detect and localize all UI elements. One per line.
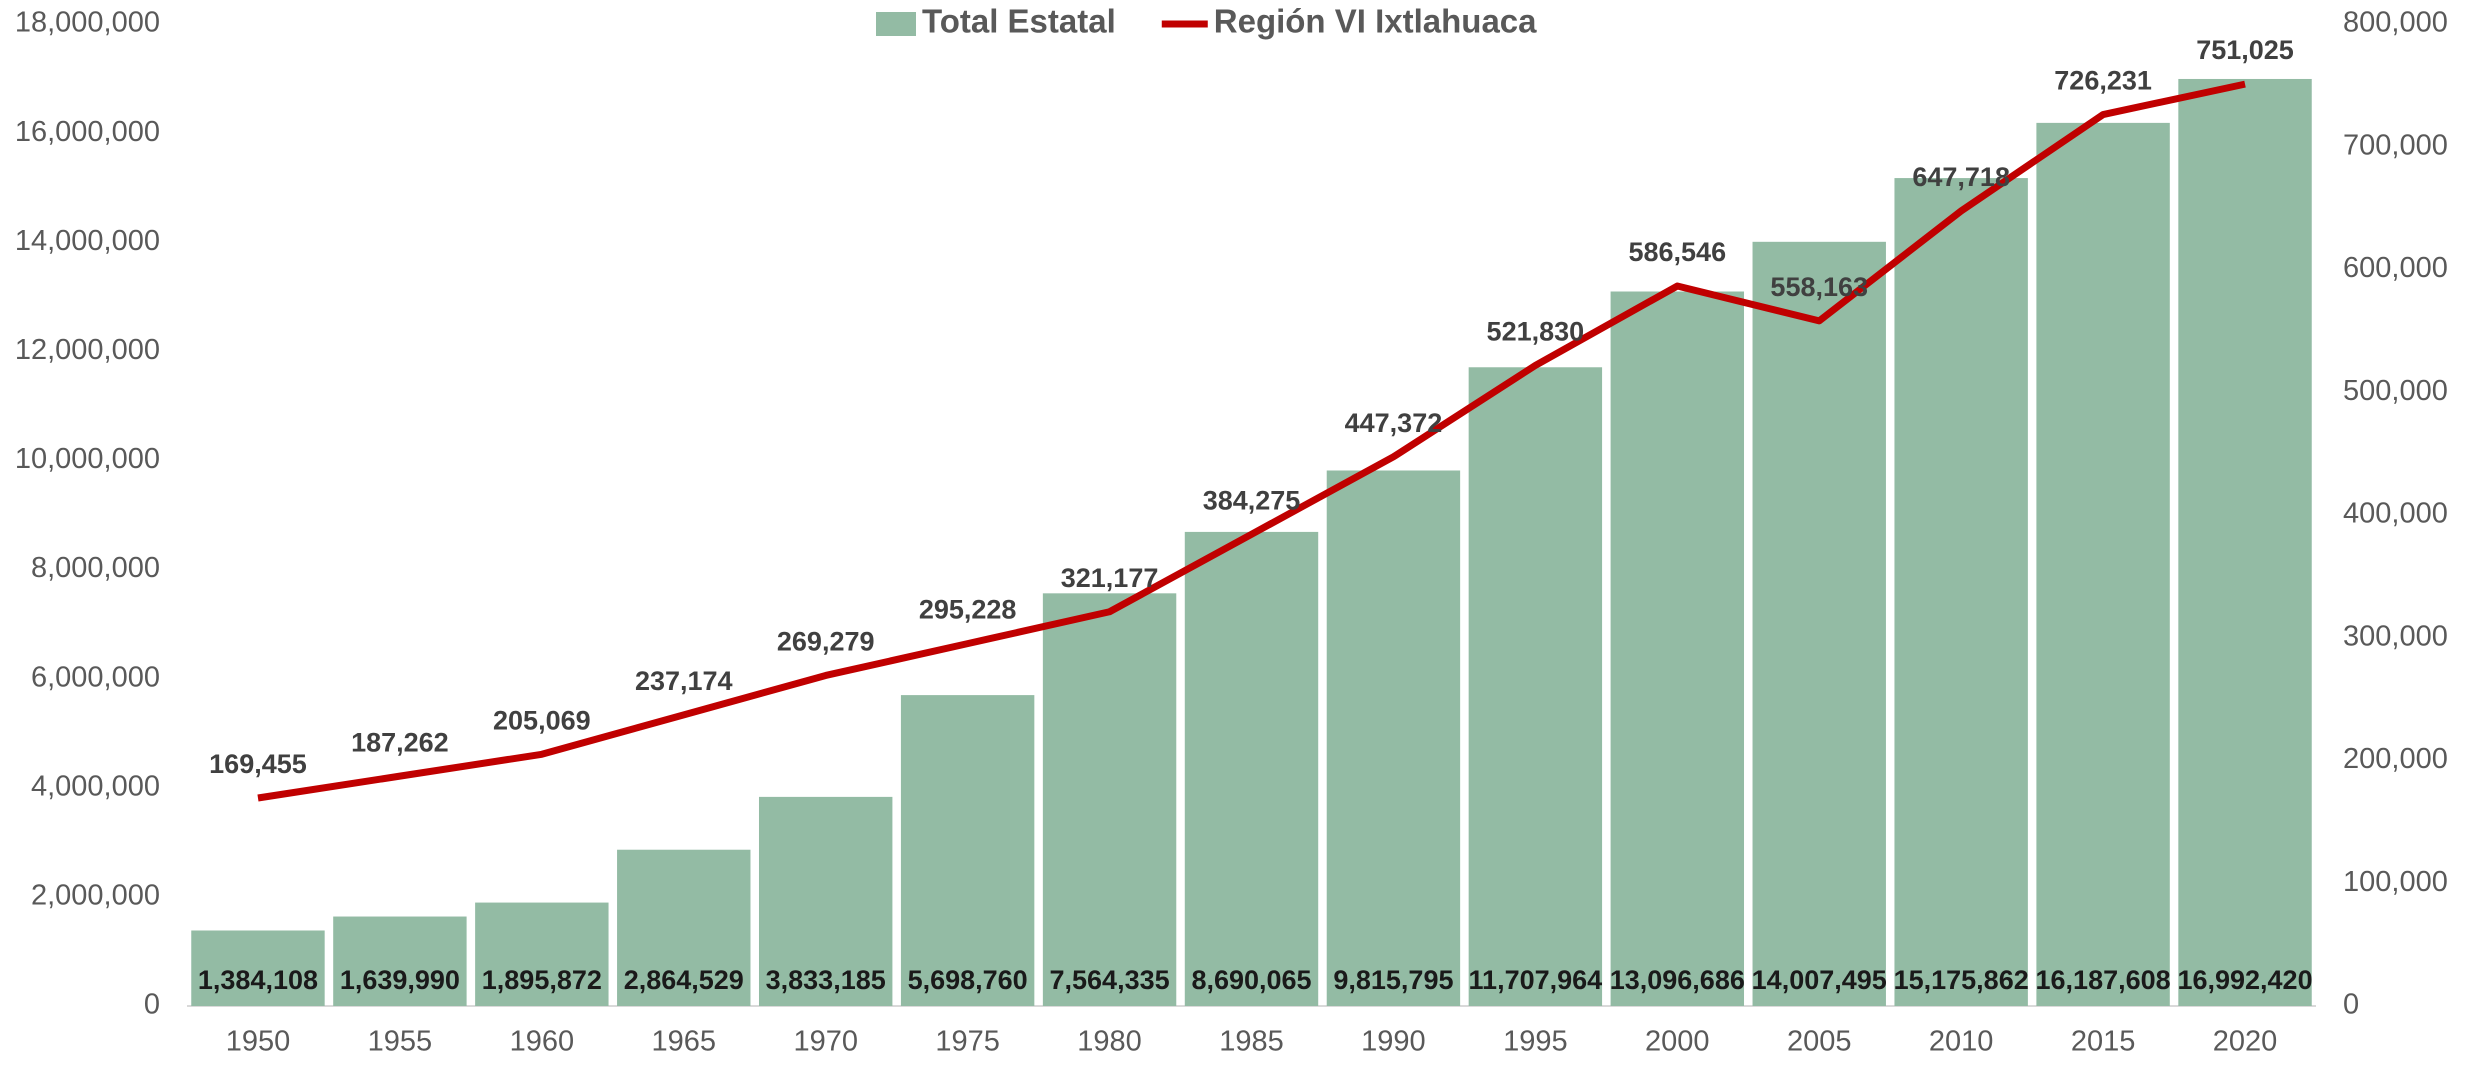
bar-label: 16,187,608 [2036, 965, 2171, 995]
line-label: 295,228 [919, 595, 1017, 625]
bar-label: 1,384,108 [198, 965, 318, 995]
x-tick-label: 2015 [2071, 1026, 2136, 1058]
y2-tick-label: 600,000 [2343, 252, 2448, 284]
bar [1752, 241, 1886, 1006]
x-tick-label: 1950 [226, 1026, 291, 1058]
bar-label: 2,864,529 [624, 965, 744, 995]
x-tick-label: 1970 [793, 1026, 858, 1058]
y2-tick-label: 200,000 [2343, 743, 2448, 775]
y-tick-label: 0 [144, 989, 160, 1021]
bar [2178, 78, 2312, 1006]
bar-label: 13,096,686 [1610, 965, 1745, 995]
bar-label: 14,007,495 [1752, 965, 1887, 995]
line-label: 586,546 [1628, 237, 1726, 267]
bar [1468, 367, 1603, 1007]
y2-tick-label: 500,000 [2343, 375, 2448, 407]
line-label: 521,830 [1487, 317, 1585, 347]
legend-swatch [876, 12, 916, 36]
line-label: 647,718 [1912, 162, 2010, 192]
x-tick-label: 1975 [935, 1026, 1000, 1058]
x-tick-label: 1990 [1361, 1026, 1426, 1058]
y-tick-label: 16,000,000 [15, 116, 160, 148]
bar [1610, 291, 1745, 1006]
y-tick-label: 4,000,000 [31, 770, 160, 802]
line-label: 321,177 [1061, 563, 1159, 593]
bar-label: 3,833,185 [766, 965, 886, 995]
line-label: 187,262 [351, 727, 449, 757]
y2-tick-label: 100,000 [2343, 866, 2448, 898]
x-tick-label: 2000 [1645, 1026, 1710, 1058]
bar-label: 5,698,760 [908, 965, 1028, 995]
bar-label: 1,639,990 [340, 965, 460, 995]
y-tick-label: 18,000,000 [15, 7, 160, 39]
bar [475, 902, 609, 1006]
x-tick-label: 1955 [368, 1026, 433, 1058]
legend-label: Región VI Ixtlahuaca [1214, 3, 1537, 40]
line-label: 205,069 [493, 705, 591, 735]
bar [333, 916, 467, 1006]
bar-label: 8,690,065 [1191, 965, 1311, 995]
x-tick-label: 2005 [1787, 1026, 1852, 1058]
x-tick-label: 1965 [652, 1026, 717, 1058]
bar-label: 7,564,335 [1050, 965, 1170, 995]
legend-label: Total Estatal [922, 3, 1116, 40]
bar [900, 695, 1035, 1006]
line-label: 384,275 [1203, 485, 1301, 515]
line-label: 751,025 [2196, 35, 2294, 65]
bar-label: 16,992,420 [2177, 965, 2312, 995]
y2-tick-label: 800,000 [2343, 7, 2448, 39]
line-label: 169,455 [209, 749, 307, 779]
x-tick-label: 1960 [510, 1026, 575, 1058]
line [257, 80, 2246, 802]
y-tick-label: 8,000,000 [31, 552, 160, 584]
y2-tick-label: 300,000 [2343, 620, 2448, 652]
bar-label: 1,895,872 [482, 965, 602, 995]
bar [1042, 593, 1177, 1006]
bar-label: 11,707,964 [1469, 965, 1603, 995]
y2-tick-label: 700,000 [2343, 129, 2448, 161]
y2-tick-label: 0 [2343, 989, 2359, 1021]
x-tick-label: 1995 [1503, 1026, 1568, 1058]
bar [2036, 122, 2170, 1007]
bar-label: 9,815,795 [1333, 965, 1453, 995]
y-tick-label: 6,000,000 [31, 661, 160, 693]
y-tick-label: 10,000,000 [15, 443, 160, 475]
bar [758, 796, 893, 1006]
line-label: 269,279 [777, 627, 875, 657]
x-tick-label: 1985 [1219, 1026, 1284, 1058]
line-label: 726,231 [2054, 66, 2152, 96]
y-tick-label: 14,000,000 [15, 225, 160, 257]
y-tick-label: 12,000,000 [15, 334, 160, 366]
line-label: 447,372 [1345, 408, 1443, 438]
x-tick-label: 2010 [1929, 1026, 1994, 1058]
bar [1184, 531, 1319, 1006]
line-label: 558,163 [1770, 272, 1868, 302]
bar [1894, 178, 2028, 1007]
bar [191, 930, 325, 1006]
y2-tick-label: 400,000 [2343, 498, 2448, 530]
x-tick-label: 1980 [1077, 1026, 1142, 1058]
bar-label: 15,175,862 [1894, 965, 2029, 995]
x-tick-label: 2020 [2213, 1026, 2278, 1058]
bar [1326, 470, 1461, 1006]
line-label: 237,174 [635, 666, 733, 696]
y-tick-label: 2,000,000 [31, 880, 160, 912]
bar [617, 849, 751, 1006]
